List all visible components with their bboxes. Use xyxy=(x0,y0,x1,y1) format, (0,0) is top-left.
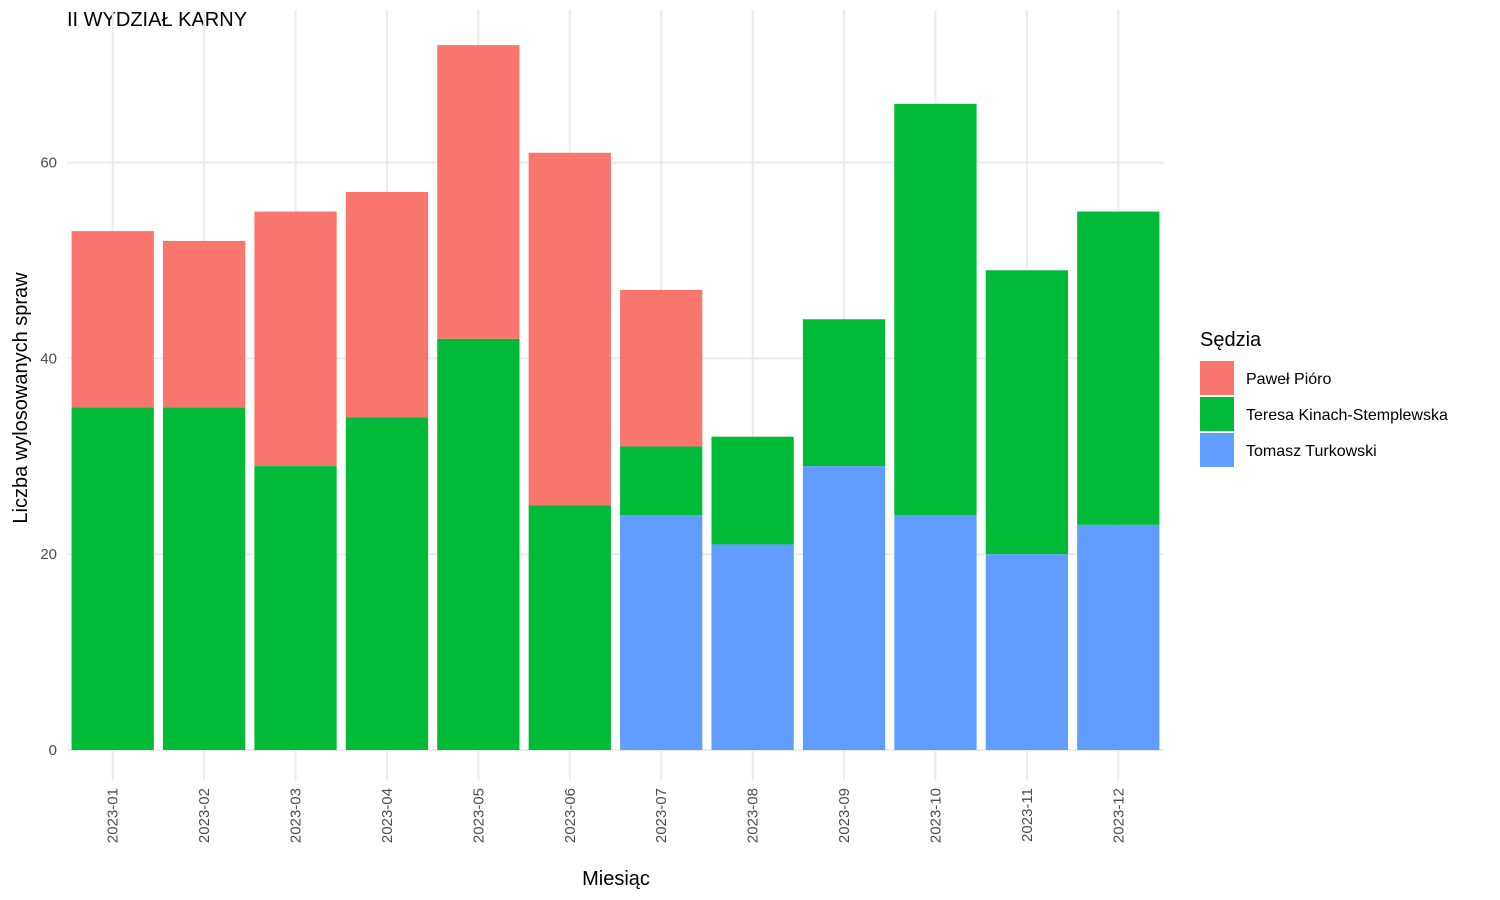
bar-segment xyxy=(620,446,703,516)
x-axis-tick-labels: 2023-01 2023-02 2023-03 2023-04 2023-05 2023-… xyxy=(105,788,1128,843)
bar-segment xyxy=(711,544,794,750)
legend-label: Paweł Pióro xyxy=(1246,371,1331,388)
x-tick-label: 2023-03 xyxy=(288,788,305,843)
y-tick-label: 60 xyxy=(40,155,57,172)
y-axis-title: Liczba wylosowanych spraw xyxy=(10,272,32,524)
bar-segment xyxy=(437,338,520,750)
bar-segment xyxy=(528,505,611,750)
x-tick-label: 2023-07 xyxy=(653,788,670,843)
bar-segment xyxy=(894,103,977,516)
legend: Sędzia Paweł Pióro Teresa Kinach-Stemplew… xyxy=(1200,329,1448,467)
bars xyxy=(71,45,1160,750)
x-tick-label: 2023-06 xyxy=(562,788,579,843)
bar-segment xyxy=(345,417,429,750)
bar-segment xyxy=(1077,524,1160,750)
bar-segment xyxy=(437,45,520,339)
legend-swatch xyxy=(1200,361,1234,395)
y-tick-label: 40 xyxy=(40,350,57,367)
bar-segment xyxy=(802,319,886,467)
bar-segment xyxy=(620,515,703,750)
x-axis-title: Miesiąc xyxy=(582,868,650,890)
x-tick-label: 2023-12 xyxy=(1110,788,1127,843)
bar-segment xyxy=(345,191,429,418)
x-tick-label: 2023-02 xyxy=(196,788,213,843)
bar-segment xyxy=(711,436,794,545)
legend-label: Tomasz Turkowski xyxy=(1246,443,1377,460)
bar-segment xyxy=(162,240,246,408)
x-tick-label: 2023-08 xyxy=(745,788,762,843)
bar-segment xyxy=(162,407,246,750)
x-tick-label: 2023-01 xyxy=(105,788,122,843)
y-tick-label: 0 xyxy=(49,742,57,759)
x-tick-label: 2023-11 xyxy=(1019,788,1036,842)
bar-segment xyxy=(620,289,703,447)
bar-segment xyxy=(894,515,977,750)
bar-segment xyxy=(528,152,611,506)
chart-title: II WYDZIAŁ KARNY xyxy=(67,9,247,31)
legend-swatch xyxy=(1200,397,1234,431)
x-tick-label: 2023-09 xyxy=(836,788,853,843)
legend-items: Paweł Pióro Teresa Kinach-Stemplewska Toma… xyxy=(1200,361,1448,467)
y-tick-label: 20 xyxy=(40,546,57,563)
bar-segment xyxy=(985,554,1069,750)
x-tick-label: 2023-10 xyxy=(927,788,944,843)
y-axis-tick-labels: 0 20 40 60 xyxy=(40,155,57,759)
bar-segment xyxy=(254,211,337,467)
bar-segment xyxy=(71,231,154,408)
legend-label: Teresa Kinach-Stemplewska xyxy=(1246,407,1448,424)
x-tick-label: 2023-04 xyxy=(379,788,396,843)
legend-title: Sędzia xyxy=(1200,329,1262,351)
x-tick-label: 2023-05 xyxy=(470,788,487,843)
legend-swatch xyxy=(1200,433,1234,467)
bar-segment xyxy=(1077,211,1160,525)
bar-segment xyxy=(985,270,1069,555)
bar-segment xyxy=(254,466,337,750)
bar-segment xyxy=(71,407,154,750)
bar-segment xyxy=(802,466,886,750)
